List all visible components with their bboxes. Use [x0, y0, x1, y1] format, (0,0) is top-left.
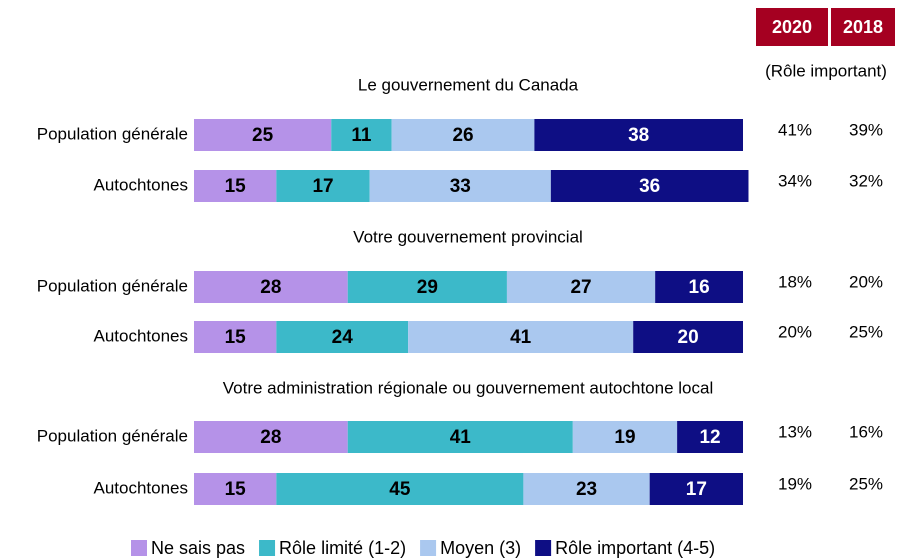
- data-label: 38: [628, 125, 649, 146]
- column-value: 18%: [778, 272, 812, 291]
- bar-segment: [194, 321, 277, 353]
- data-label: 29: [417, 277, 438, 298]
- data-label: 15: [225, 479, 247, 500]
- column-value: 39%: [849, 120, 883, 139]
- bar-segment: [369, 170, 551, 202]
- data-label: 28: [260, 427, 281, 448]
- data-label: 36: [639, 176, 660, 197]
- legend-swatch: [535, 540, 552, 556]
- bar-segment: [633, 321, 743, 353]
- bar-segment: [276, 473, 524, 505]
- bar-segment: [194, 473, 277, 505]
- data-label: 28: [260, 277, 281, 298]
- legend-swatch: [420, 540, 437, 556]
- column-header-bg: [756, 8, 828, 46]
- bar-segment: [677, 421, 743, 453]
- data-label: 41: [450, 427, 472, 448]
- data-label: 17: [312, 176, 333, 197]
- y-tick-label: Autochtones: [93, 478, 188, 497]
- column-value: 25%: [849, 322, 883, 341]
- group-title: Votre administration régionale ou gouver…: [223, 378, 714, 397]
- y-tick-label: Autochtones: [93, 326, 188, 345]
- data-label: 12: [699, 427, 720, 448]
- columns-note: (Rôle important): [765, 61, 887, 80]
- data-label: 11: [351, 125, 372, 146]
- bar-segment: [276, 170, 370, 202]
- bar-segment: [534, 119, 743, 151]
- data-label: 15: [225, 176, 247, 197]
- legend-label: Moyen (3): [440, 538, 521, 558]
- column-value: 13%: [778, 422, 812, 441]
- column-header: 2020: [772, 17, 812, 37]
- legend-swatch: [259, 540, 276, 556]
- data-label: 33: [450, 176, 471, 197]
- legend-swatch: [131, 540, 147, 556]
- y-tick-label: Autochtones: [93, 175, 188, 194]
- legend-label: Rôle important (4-5): [555, 538, 715, 558]
- bar-segment: [194, 271, 348, 303]
- column-value: 41%: [778, 120, 812, 139]
- data-label: 41: [510, 327, 532, 348]
- column-header: 2018: [843, 17, 883, 37]
- bar-segment: [649, 473, 743, 505]
- bar-segment: [550, 170, 749, 202]
- bar-segment: [347, 421, 573, 453]
- bar-segment: [347, 271, 507, 303]
- bar-segment: [523, 473, 650, 505]
- y-tick-label: Population générale: [37, 276, 188, 295]
- column-value: 19%: [778, 474, 812, 493]
- group-title: Votre gouvernement provincial: [353, 227, 583, 246]
- data-label: 45: [389, 479, 411, 500]
- column-value: 25%: [849, 474, 883, 493]
- data-label: 17: [686, 479, 707, 500]
- column-value: 20%: [849, 272, 883, 291]
- data-label: 26: [452, 125, 473, 146]
- bar-segment: [276, 321, 409, 353]
- column-header-bg: [831, 8, 895, 46]
- column-value: 32%: [849, 171, 883, 190]
- data-label: 23: [576, 479, 597, 500]
- y-tick-label: Population générale: [37, 426, 188, 445]
- legend-label: Ne sais pas: [151, 538, 245, 558]
- y-tick-label: Population générale: [37, 124, 188, 143]
- column-value: 16%: [849, 422, 883, 441]
- bar-segment: [194, 421, 348, 453]
- group-title: Le gouvernement du Canada: [358, 75, 579, 94]
- data-label: 24: [332, 327, 354, 348]
- legend-label: Rôle limité (1-2): [279, 538, 406, 558]
- bar-segment: [194, 170, 277, 202]
- bar-segment: [572, 421, 678, 453]
- column-value: 34%: [778, 171, 812, 190]
- data-label: 15: [225, 327, 247, 348]
- data-label: 19: [614, 427, 635, 448]
- data-label: 16: [689, 277, 710, 298]
- data-label: 25: [252, 125, 274, 146]
- bar-segment: [506, 271, 656, 303]
- bar-segment: [331, 119, 392, 151]
- data-label: 20: [678, 327, 699, 348]
- data-label: 27: [570, 277, 591, 298]
- bar-segment: [408, 321, 634, 353]
- bar-segment: [194, 119, 332, 151]
- bar-segment: [655, 271, 743, 303]
- column-value: 20%: [778, 322, 812, 341]
- bar-segment: [391, 119, 535, 151]
